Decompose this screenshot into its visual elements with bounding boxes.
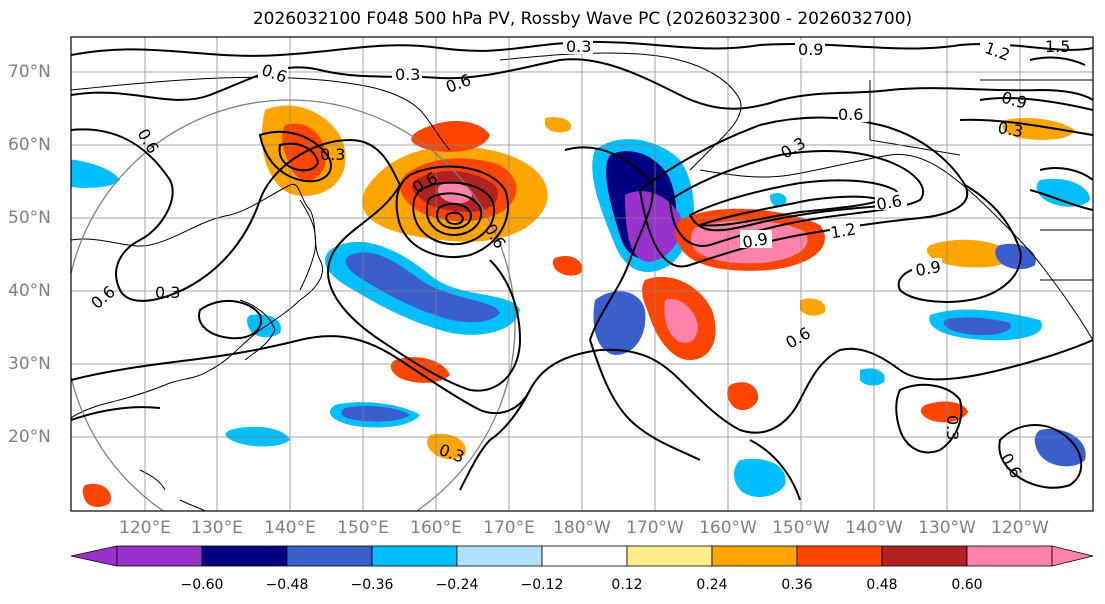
contour-label: 0.3: [320, 145, 345, 164]
contour-label: 0.9: [741, 229, 769, 252]
lon-label: 130°W: [918, 518, 976, 538]
contour-label: 0.3: [155, 283, 180, 302]
map-frame: [70, 36, 1094, 512]
lat-label: 70°N: [8, 62, 51, 82]
colorbar-tick: 0.12: [611, 577, 643, 593]
colorbar-tick: −0.60: [180, 577, 224, 593]
contour-label: 0.3: [566, 37, 591, 56]
lon-label: 160°W: [699, 518, 757, 538]
reference-circle: [71, 99, 516, 511]
lat-label: 60°N: [8, 135, 51, 155]
lon-label: 140°W: [845, 518, 903, 538]
contour-label: 1.5: [1045, 37, 1070, 56]
lon-label: 170°W: [626, 518, 684, 538]
contour-label: 0.3: [395, 65, 420, 84]
map-title: 2026032100 F048 500 hPa PV, Rossby Wave …: [252, 9, 913, 29]
colorbar-tick: −0.12: [520, 577, 564, 593]
lon-label: 120°E: [119, 518, 171, 538]
contour-label: 0.9: [798, 40, 823, 59]
map-area: 0.3 0.6 0.9 1.2 1.5 0.3 0.6 0.9 0.6 0.3 …: [71, 37, 1093, 511]
colorbar-extend-low: [70, 545, 118, 567]
colorbar: [70, 545, 1094, 567]
colorbar-tick: 0.48: [866, 577, 898, 593]
colorbar-tick: −0.36: [350, 577, 394, 593]
lon-label: 180°W: [553, 518, 611, 538]
contour-label: 0.6: [875, 191, 903, 214]
colorbar-extend-high: [1051, 545, 1094, 567]
lon-label: 170°E: [483, 518, 535, 538]
contour-label: 0.3: [943, 415, 962, 440]
lat-label: 50°N: [8, 208, 51, 228]
lat-label: 40°N: [8, 281, 51, 301]
lat-label: 30°N: [8, 354, 51, 374]
contour-label: 0.6: [838, 105, 863, 124]
lat-label: 20°N: [8, 427, 51, 447]
lon-label: 130°E: [191, 518, 243, 538]
colorbar-tick: 0.24: [696, 577, 728, 593]
contour-label: 1.2: [829, 219, 857, 242]
contour-label: 0.3: [996, 118, 1024, 141]
lon-label: 140°E: [264, 518, 316, 538]
lon-label: 160°E: [410, 518, 462, 538]
lon-label: 150°E: [337, 518, 389, 538]
lon-label: 120°W: [991, 518, 1049, 538]
colorbar-tick: −0.24: [435, 577, 479, 593]
colorbar-tick: 0.60: [951, 577, 983, 593]
lon-label: 150°W: [772, 518, 830, 538]
graticule: [71, 37, 1093, 511]
contour-label: 0.9: [914, 257, 942, 280]
colorbar-tick: 0.36: [781, 577, 813, 593]
pv-anomaly-shading: [71, 105, 1090, 507]
colorbar-tick: −0.48: [265, 577, 309, 593]
